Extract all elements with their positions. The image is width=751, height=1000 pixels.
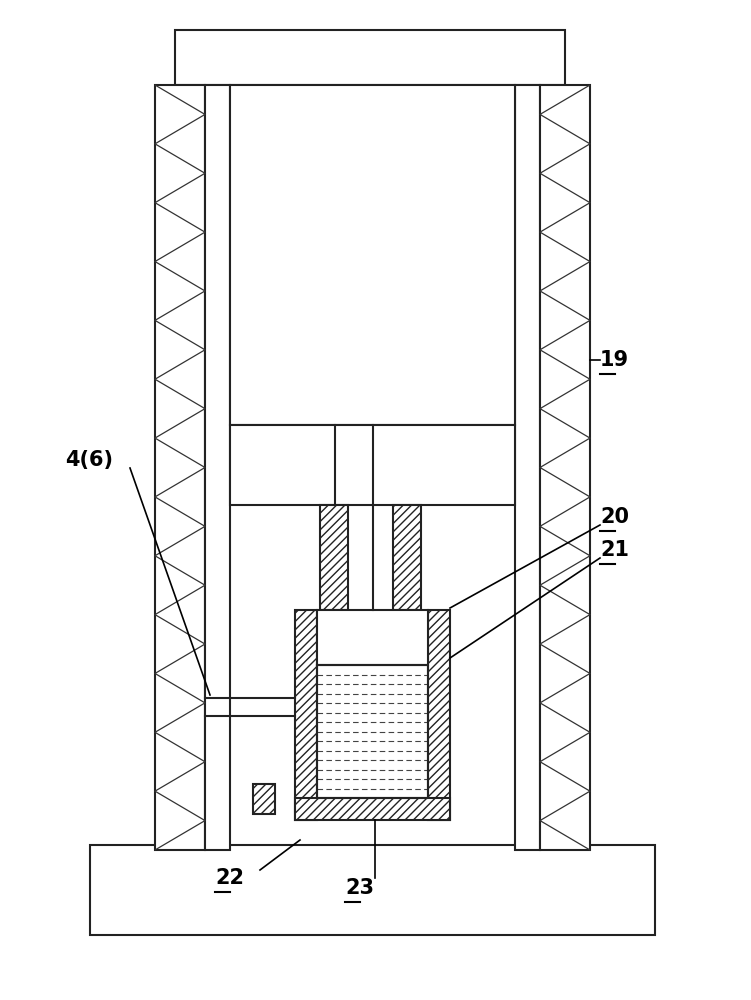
Text: 19: 19: [600, 350, 629, 370]
Bar: [90, 845, 655, 935]
Bar: [295, 798, 450, 820]
Text: 21: 21: [600, 540, 629, 560]
Bar: [230, 85, 515, 425]
Bar: [155, 85, 205, 850]
Bar: [393, 505, 421, 610]
Bar: [515, 85, 540, 850]
Text: 22: 22: [215, 868, 244, 888]
Bar: [175, 30, 565, 85]
Bar: [205, 85, 230, 850]
Bar: [230, 425, 515, 505]
Bar: [428, 610, 450, 820]
Text: 20: 20: [600, 507, 629, 527]
Text: 23: 23: [345, 878, 374, 898]
Bar: [295, 610, 317, 820]
Bar: [320, 505, 348, 610]
Bar: [317, 610, 428, 665]
Text: 4(6): 4(6): [65, 450, 113, 470]
Bar: [253, 784, 275, 814]
Bar: [540, 85, 590, 850]
